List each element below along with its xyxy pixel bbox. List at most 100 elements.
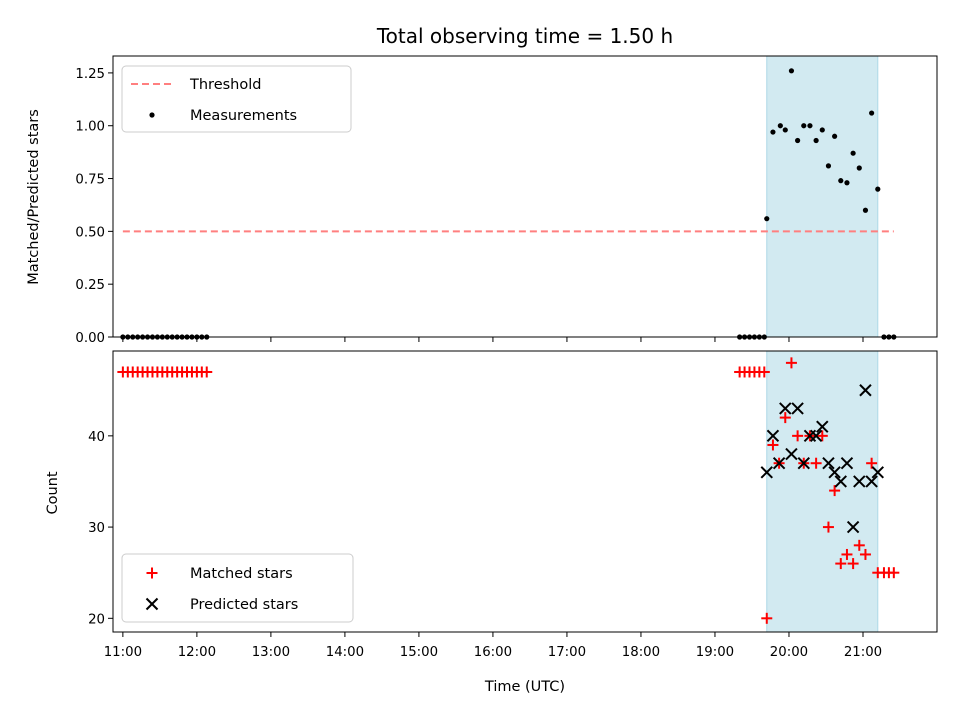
measurement-point (838, 178, 844, 184)
matched-star-point (841, 548, 853, 560)
bottom-highlight-span (766, 350, 879, 633)
top-legend-box (121, 65, 352, 133)
measurement-point (770, 129, 776, 135)
matched-star-point (835, 558, 847, 570)
top-highlight-span (766, 55, 879, 338)
bottom-y-tick-label: 30 (88, 521, 105, 536)
legend-measurements-label: Measurements (190, 108, 297, 124)
matched-star-point (758, 366, 770, 378)
measurement-point (825, 163, 832, 169)
predicted-star-point (834, 475, 847, 488)
measurement-point (777, 123, 783, 129)
predicted-star-point (785, 447, 798, 461)
top-legend: Threshold Measurements (121, 65, 352, 133)
predicted-star-point-b (822, 457, 835, 470)
predicted-star-point-b (816, 420, 829, 433)
predicted-star-point-b (865, 475, 878, 488)
predicted-star-point (760, 466, 773, 479)
matched-star-point (829, 485, 841, 497)
predicted-star-point-b (766, 429, 780, 443)
measurement-point (869, 110, 875, 116)
predicted-star-point (766, 429, 780, 443)
matched-star-point (810, 457, 822, 469)
x-axis-label: Time (UTC) (484, 679, 565, 695)
predicted-star-point (779, 402, 792, 415)
legend-x-marker-b (145, 597, 159, 611)
bottom-y-axis-label: Count (45, 471, 61, 514)
predicted-star-point-b (809, 429, 823, 443)
matched-star-point (859, 548, 871, 560)
x-tick-label: 21:00 (844, 645, 882, 660)
top-y-tick-label: 1.25 (75, 67, 105, 82)
predicted-star-point (809, 429, 823, 443)
top-y-tick-label: 0.00 (75, 331, 105, 346)
x-tick-label: 11:00 (104, 645, 142, 660)
measurement-point (764, 216, 770, 222)
bottom-legend: Matched stars Predicted stars (121, 553, 354, 623)
predicted-star-point (772, 457, 786, 470)
measurement-point (856, 165, 862, 171)
legend-measurements-swatch (149, 112, 155, 118)
x-tick-label: 15:00 (400, 645, 438, 660)
predicted-star-point-b (772, 457, 786, 470)
legend-x-marker (145, 597, 159, 611)
matched-star-point (779, 412, 791, 424)
matched-star-point (888, 567, 900, 579)
predicted-star-point (865, 475, 878, 488)
bottom-frame (112, 350, 938, 633)
predicted-star-point (846, 520, 860, 534)
x-tick-label: 18:00 (622, 645, 660, 660)
bottom-y-tick-label: 20 (88, 612, 105, 627)
predicted-star-point (822, 457, 835, 470)
measurement-point (807, 123, 813, 129)
legend-matched-swatch (146, 567, 158, 579)
top-y-tick-label: 0.50 (75, 225, 105, 240)
predicted-star-point (828, 466, 841, 479)
predicted-star-point-b (779, 402, 792, 415)
matched-star-point (201, 366, 213, 378)
matched-star-point (792, 430, 804, 442)
predicted-star-point (853, 475, 866, 488)
predicted-star-point (859, 384, 872, 397)
x-tick-label: 19:00 (696, 645, 734, 660)
measurement-point (813, 137, 819, 144)
predicted-star-point-b (828, 466, 841, 479)
predicted-star-point-b (760, 466, 773, 479)
predicted-star-point-b (834, 475, 847, 488)
legend-matched-label: Matched stars (190, 566, 293, 582)
predicted-star-point-b (846, 520, 860, 534)
measurement-point (788, 68, 795, 74)
predicted-star-point (840, 457, 854, 470)
matched-star-point (866, 457, 878, 469)
measurement-point (801, 123, 807, 129)
predicted-star-point-b (797, 457, 810, 470)
matched-star-point (761, 612, 773, 624)
matched-star-point (785, 357, 797, 369)
x-tick-label: 14:00 (326, 645, 364, 660)
measurement-point (782, 127, 788, 133)
chart-title: Total observing time = 1.50 h (376, 24, 673, 48)
legend-predicted-swatch (145, 597, 159, 611)
predicted-star-point-b (871, 466, 884, 479)
measurement-point (832, 133, 838, 139)
top-frame (112, 55, 938, 338)
predicted-star-point-b (859, 384, 872, 397)
predicted-star-point (816, 420, 829, 433)
matched-star-point (816, 430, 828, 442)
x-tick-label: 12:00 (178, 645, 216, 660)
bottom-panel: 20 30 40 11:00 12:00 13:00 14:00 15:00 16:00 17:0… (88, 350, 938, 660)
predicted-star-point-b (791, 402, 804, 415)
measurement-point (862, 207, 869, 213)
predicted-star-point (871, 466, 884, 479)
matched-star-point (767, 439, 779, 451)
measurement-point (875, 186, 881, 192)
matched-star-point (853, 539, 865, 551)
x-tick-label: 20:00 (770, 645, 808, 660)
top-panel: 0.00 0.25 0.50 0.75 1.00 1.25 (75, 55, 938, 346)
matched-star-point (822, 521, 834, 533)
bottom-legend-box (121, 553, 354, 623)
top-y-axis-label: Matched/Predicted stars (26, 109, 42, 285)
top-y-tick-label: 0.25 (75, 278, 105, 293)
legend-predicted-label: Predicted stars (190, 597, 298, 613)
x-tick-label: 17:00 (548, 645, 586, 660)
